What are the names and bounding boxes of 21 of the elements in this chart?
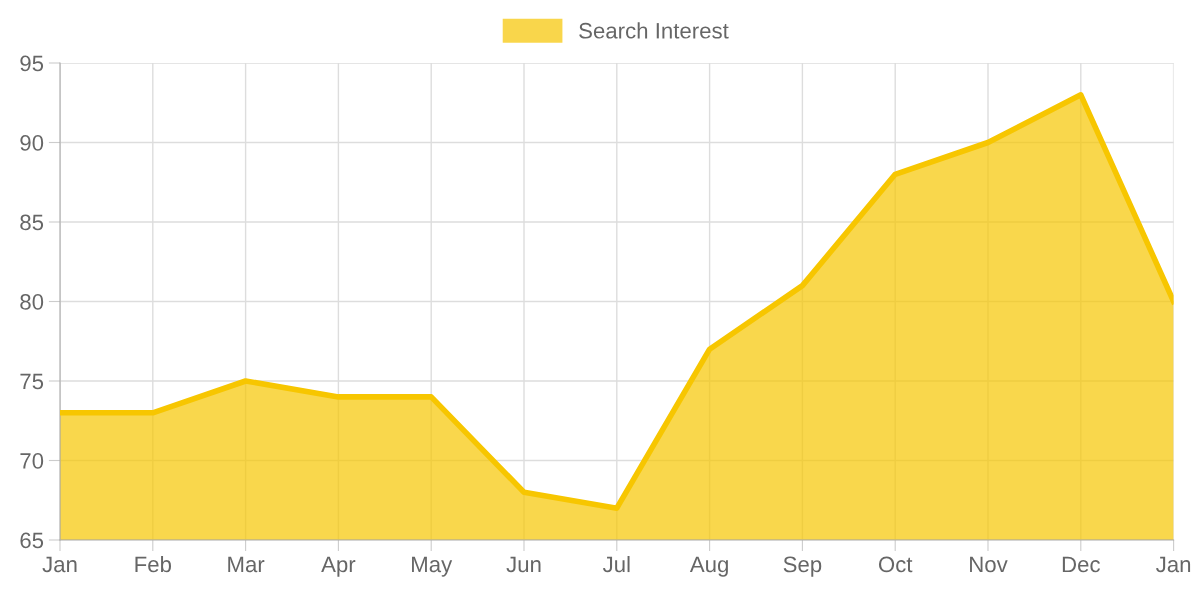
x-tick-label: Aug xyxy=(689,556,728,577)
x-tick-label: Jul xyxy=(602,555,630,573)
x-tick-label: Jan xyxy=(42,556,77,573)
x-tick-label: Mar xyxy=(228,556,265,573)
y-tick-label: 70 xyxy=(20,453,44,469)
y-tick-label: 75 xyxy=(20,373,44,390)
y-tick-label: 90 xyxy=(20,135,44,151)
x-tick-label: Jun xyxy=(506,556,541,573)
x-tick-label: Nov xyxy=(970,556,1008,573)
y-tick-label: 95 xyxy=(20,55,44,72)
x-tick-label: Jan xyxy=(1156,556,1191,573)
x-tick-label: Oct xyxy=(878,556,913,573)
x-tick-label: Sep xyxy=(783,556,822,577)
x-tick-label: Apr xyxy=(321,556,356,577)
x-tick-label: Feb xyxy=(135,555,172,573)
y-tick-label: 85 xyxy=(20,214,44,231)
x-tick-label: May xyxy=(412,556,453,577)
x-tick-label: Dec xyxy=(1062,556,1100,573)
y-tick-label: 80 xyxy=(20,294,44,310)
y-tick-label: 65 xyxy=(20,532,44,549)
legend-label: Search Interest xyxy=(579,22,729,39)
